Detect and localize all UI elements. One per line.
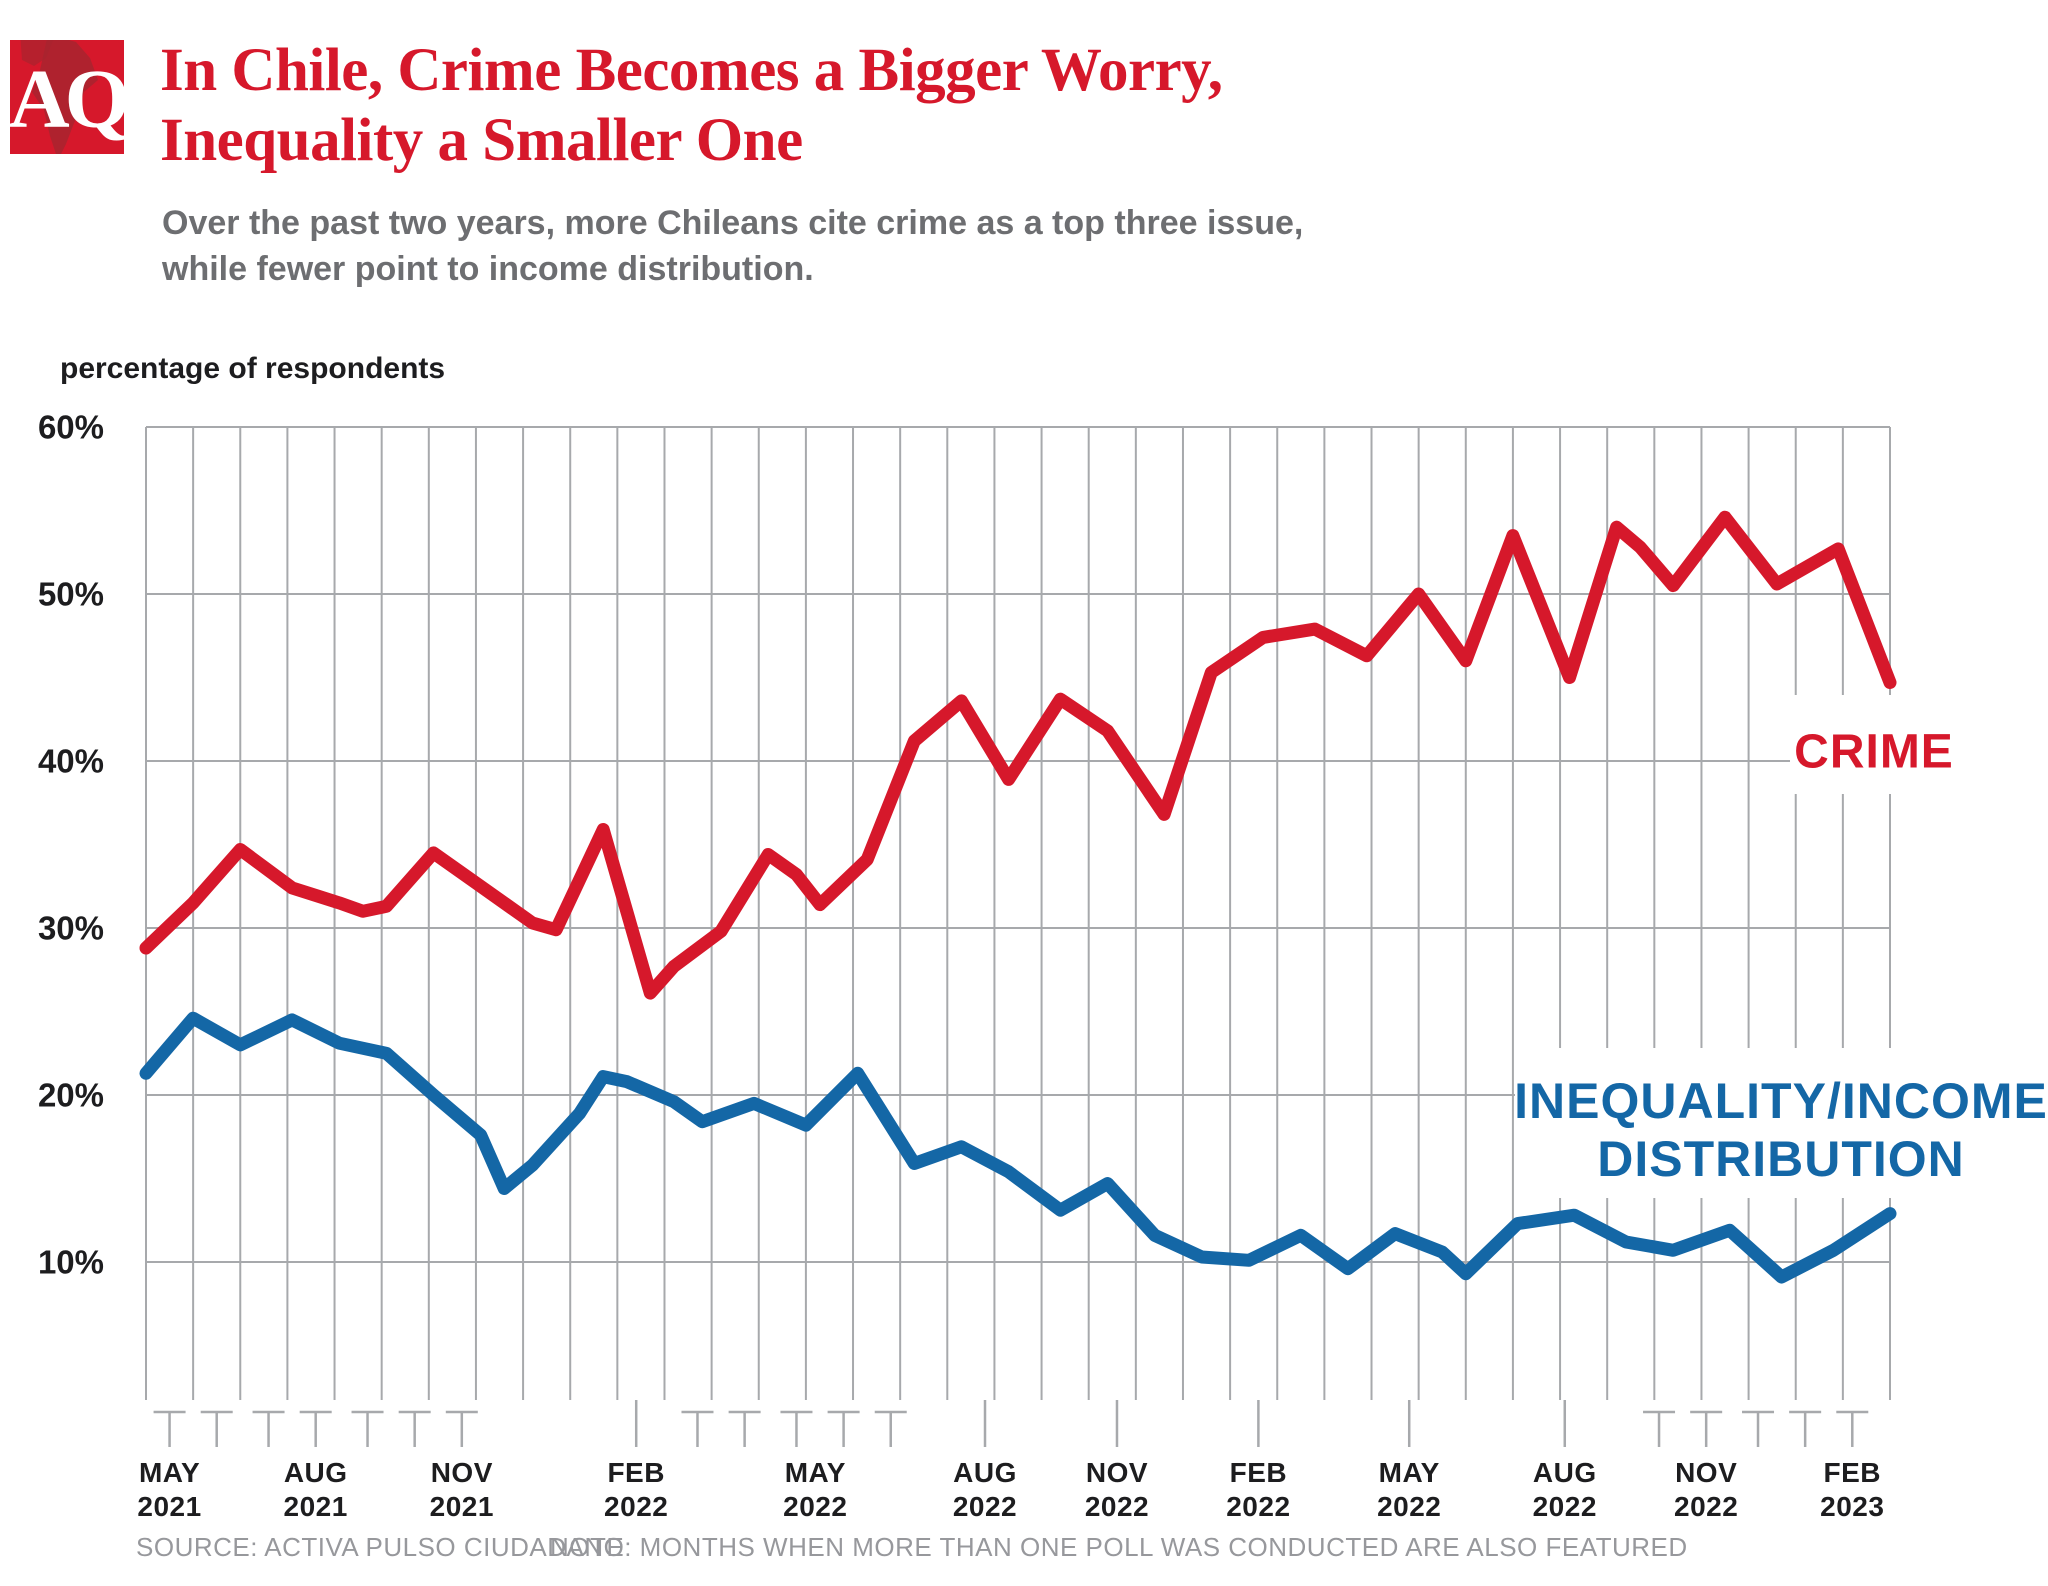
double-poll-tick — [1742, 1410, 1775, 1447]
crime-label: CRIME — [1794, 726, 1954, 779]
x-axis-label-month: FEB — [1824, 1457, 1882, 1488]
crime-label-knockout — [1790, 695, 1958, 794]
inequality-label: INEQUALITY/INCOME — [1514, 1073, 2048, 1129]
x-axis-label-year: 2021 — [284, 1491, 348, 1522]
double-poll-tick — [1836, 1410, 1869, 1447]
double-poll-tick — [681, 1410, 714, 1447]
x-axis-label-year: 2022 — [953, 1491, 1017, 1522]
x-axis-label-year: 2022 — [604, 1491, 668, 1522]
double-poll-tick — [827, 1410, 860, 1447]
inequality-label-knockout — [1515, 1048, 2035, 1198]
double-poll-tick — [780, 1410, 813, 1447]
y-axis-tick-label: 20% — [38, 1077, 104, 1114]
y-axis-tick-label: 60% — [38, 409, 104, 446]
crime-line — [139, 510, 1897, 1000]
x-axis-label-month: NOV — [1675, 1457, 1737, 1488]
x-axis-label-year: 2022 — [1674, 1491, 1738, 1522]
x-axis-label-year: 2021 — [430, 1491, 494, 1522]
x-axis-label-year: 2023 — [1820, 1491, 1884, 1522]
double-poll-tick — [728, 1410, 761, 1447]
subtitle-line-2: while fewer point to income distribution… — [162, 250, 814, 288]
y-axis-tick-label: 50% — [38, 576, 104, 613]
subtitle: Over the past two years, more Chileans c… — [162, 200, 1303, 292]
x-axis-label-month: AUG — [1533, 1457, 1597, 1488]
double-poll-tick — [874, 1410, 907, 1447]
x-axis-label-year: 2021 — [137, 1491, 201, 1522]
inequality-line — [139, 1011, 1897, 1284]
y-axis-tick-label: 10% — [38, 1244, 104, 1281]
x-axis-label-month: NOV — [431, 1457, 493, 1488]
x-axis-label-year: 2022 — [1533, 1491, 1597, 1522]
aq-logo: AQ — [10, 40, 124, 154]
x-axis-label-year: 2022 — [1377, 1491, 1441, 1522]
double-poll-tick — [153, 1410, 186, 1447]
y-axis-tick-label: 40% — [38, 743, 104, 780]
page-title: In Chile, Crime Becomes a Bigger Worry, … — [160, 36, 1223, 176]
double-poll-tick — [299, 1410, 332, 1447]
double-poll-tick — [252, 1410, 285, 1447]
x-axis-label-month: MAY — [1379, 1457, 1440, 1488]
y-axis-tick-label: 30% — [38, 910, 104, 947]
double-poll-tick — [200, 1410, 233, 1447]
title-line-1: In Chile, Crime Becomes a Bigger Worry, — [160, 37, 1223, 104]
americas-map-icon — [20, 40, 98, 154]
logo-text: AQ — [10, 52, 124, 146]
x-axis-label-year: 2022 — [783, 1491, 847, 1522]
double-poll-tick — [1690, 1410, 1723, 1447]
y-axis-title: percentage of respondents — [60, 352, 446, 385]
inequality-label: DISTRIBUTION — [1597, 1131, 1965, 1187]
double-poll-tick — [1789, 1410, 1822, 1447]
x-axis-label-month: NOV — [1086, 1457, 1148, 1488]
x-axis-label-month: AUG — [284, 1457, 348, 1488]
x-axis-label-month: MAY — [785, 1457, 846, 1488]
double-poll-tick — [351, 1410, 384, 1447]
x-axis-label-year: 2022 — [1085, 1491, 1149, 1522]
x-axis-label-month: MAY — [139, 1457, 200, 1488]
line-chart: 60% 50% 40% 30% 20% 10% CRIME INEQUALITY/INCOME… — [38, 409, 2048, 1523]
title-line-2: Inequality a Smaller One — [160, 107, 803, 174]
x-axis-label-month: AUG — [953, 1457, 1017, 1488]
subtitle-line-1: Over the past two years, more Chileans c… — [162, 204, 1304, 242]
x-axis-label-year: 2022 — [1226, 1491, 1290, 1522]
note-text: NOTE: MONTHS WHEN MORE THAN ONE POLL WAS… — [550, 1532, 1688, 1562]
double-poll-tick — [1643, 1410, 1676, 1447]
x-axis-label-month: FEB — [1230, 1457, 1288, 1488]
double-poll-tick — [445, 1410, 478, 1447]
x-axis-label-month: FEB — [607, 1457, 665, 1488]
source-text: SOURCE: ACTIVA PULSO CIUDADANO — [136, 1532, 625, 1562]
double-poll-tick — [398, 1410, 431, 1447]
